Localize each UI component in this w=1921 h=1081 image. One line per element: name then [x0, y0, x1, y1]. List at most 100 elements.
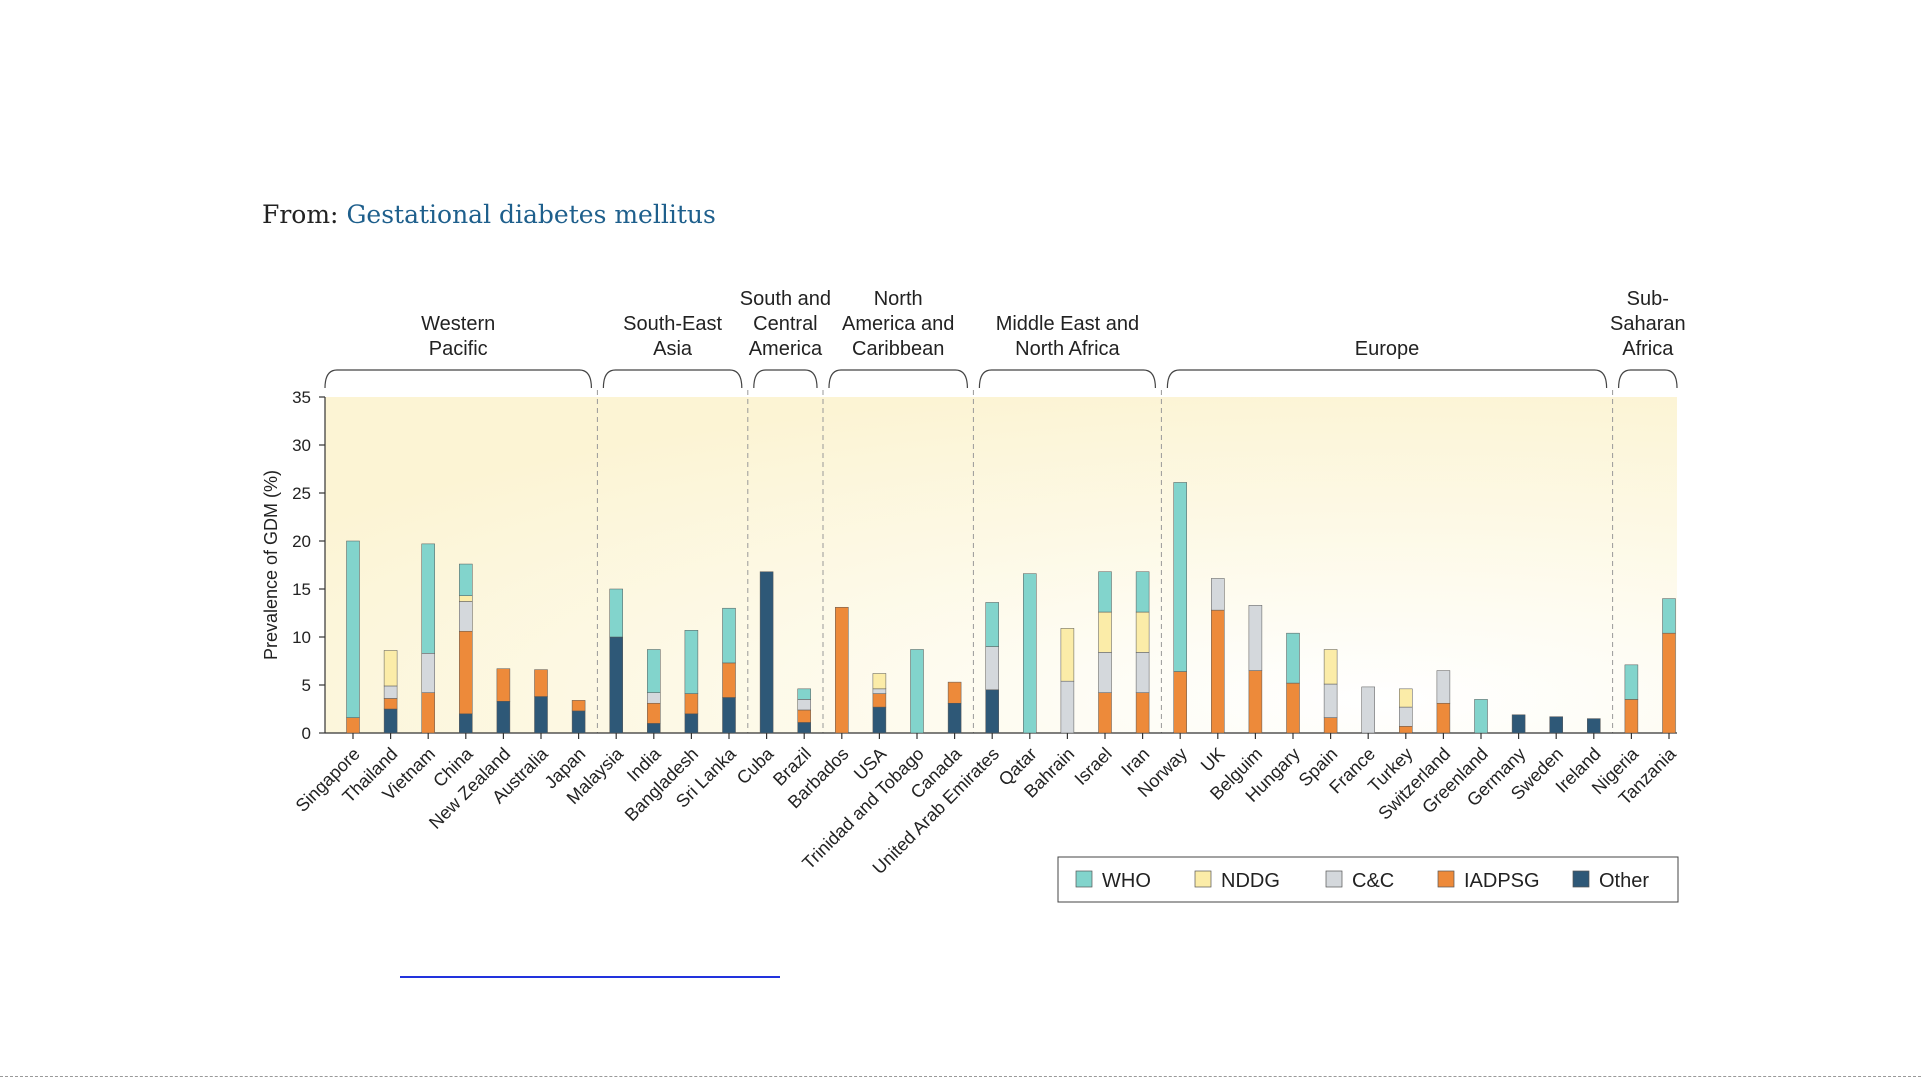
bar-segment: [947, 702, 962, 734]
bar-segment: [647, 649, 661, 693]
bar-segment: [1436, 670, 1451, 704]
bar-segment: [1511, 714, 1526, 734]
bar-segment: [1662, 632, 1676, 734]
region-bracket: [1166, 369, 1608, 389]
bar-segment: [459, 595, 473, 602]
y-axis-label: Prevalence of GDM (%): [261, 470, 281, 660]
legend-label: WHO: [1102, 870, 1151, 892]
bar-segment: [1135, 692, 1150, 734]
bar-segment: [985, 646, 999, 691]
bar-segment: [1474, 699, 1488, 734]
region-bracket: [828, 369, 968, 389]
region-label: North America and Caribbean: [842, 288, 954, 360]
legend-swatch: [1325, 870, 1343, 888]
bar-segment: [496, 701, 511, 734]
bar-segment: [459, 630, 473, 715]
x-tick-label: Cuba: [733, 743, 778, 788]
bar-segment: [1286, 682, 1300, 734]
legend-label: NDDG: [1221, 870, 1280, 892]
region-label: Sub-Saharan Africa: [1610, 288, 1686, 360]
region-bracket: [602, 369, 743, 389]
y-tick-label: 35: [292, 388, 311, 407]
bar-segment: [383, 685, 398, 699]
bar-segment: [1399, 726, 1413, 734]
bar-segment: [496, 668, 511, 702]
bar-segment: [1587, 718, 1601, 734]
figure-source-line: From: Gestational diabetes mellitus: [262, 200, 716, 229]
y-tick-label: 10: [292, 628, 311, 647]
bar-segment: [609, 636, 623, 734]
legend-swatch: [1075, 870, 1093, 888]
bar-segment: [1023, 573, 1037, 734]
bar-segment: [1624, 699, 1639, 734]
region-bracket: [753, 369, 818, 389]
bar-segment: [1098, 571, 1112, 613]
bar-segment: [872, 693, 887, 708]
region-label: South and Central America: [740, 288, 831, 360]
bar-segment: [1323, 717, 1338, 734]
bar-segment: [421, 543, 435, 654]
bar-segment: [1211, 578, 1225, 611]
y-tick-label: 30: [292, 436, 311, 455]
bar-segment: [947, 681, 962, 704]
bar-segment: [647, 692, 661, 704]
bar-segment: [722, 662, 736, 698]
bar-segment: [346, 717, 360, 734]
bar-segment: [1248, 605, 1263, 671]
legend-swatch: [1572, 870, 1590, 888]
bar-segment: [1211, 609, 1225, 734]
bar-segment: [759, 571, 774, 734]
bar-segment: [1248, 670, 1263, 734]
bar-segment: [684, 630, 699, 694]
bar-segment: [1098, 611, 1112, 653]
plot-background: [325, 397, 1677, 733]
bar-segment: [1662, 598, 1676, 634]
region-label: South-East Asia: [623, 313, 722, 360]
region-bracket: [1618, 369, 1678, 389]
bar-segment: [1098, 652, 1112, 693]
x-tick-label: Israel: [1071, 744, 1116, 789]
bar-segment: [383, 708, 398, 734]
bar-segment: [1135, 611, 1150, 653]
bar-segment: [571, 700, 586, 712]
bar-segment: [609, 588, 623, 638]
bar-segment: [797, 688, 811, 700]
figure-link-underline[interactable]: [400, 976, 780, 978]
bar-segment: [797, 722, 811, 734]
bar-segment: [985, 689, 999, 734]
y-tick-label: 15: [292, 580, 311, 599]
region-bracket: [978, 369, 1156, 389]
y-tick-label: 5: [302, 676, 311, 695]
bar-segment: [534, 669, 548, 697]
legend-label: Other: [1599, 870, 1649, 892]
bar-segment: [722, 607, 736, 664]
bar-segment: [1173, 482, 1187, 672]
bar-segment: [1060, 628, 1075, 682]
bar-segment: [1323, 649, 1338, 685]
bar-segment: [421, 653, 435, 693]
bar-segment: [910, 649, 924, 734]
bar-segment: [383, 698, 398, 710]
bar-segment: [872, 688, 887, 694]
article-title-link[interactable]: Gestational diabetes mellitus: [346, 200, 716, 229]
bar-segment: [534, 696, 548, 734]
bar-segment: [1436, 702, 1451, 734]
bar-segment: [1060, 680, 1075, 734]
region-label: Middle East and North Africa: [996, 313, 1139, 360]
bar-segment: [1323, 683, 1338, 718]
bar-segment: [1286, 632, 1300, 684]
bar-segment: [835, 606, 849, 734]
legend-label: IADPSG: [1464, 870, 1540, 892]
legend-swatch: [1194, 870, 1212, 888]
bar-segment: [872, 706, 887, 734]
from-prefix: From:: [262, 200, 347, 229]
region-label: Western Pacific: [421, 313, 495, 360]
bar-segment: [647, 702, 661, 724]
bar-segment: [647, 723, 661, 734]
bar-segment: [872, 673, 887, 690]
bar-segment: [571, 710, 586, 734]
bar-segment: [383, 650, 398, 687]
bar-segment: [346, 540, 360, 718]
bar-segment: [1399, 688, 1413, 708]
